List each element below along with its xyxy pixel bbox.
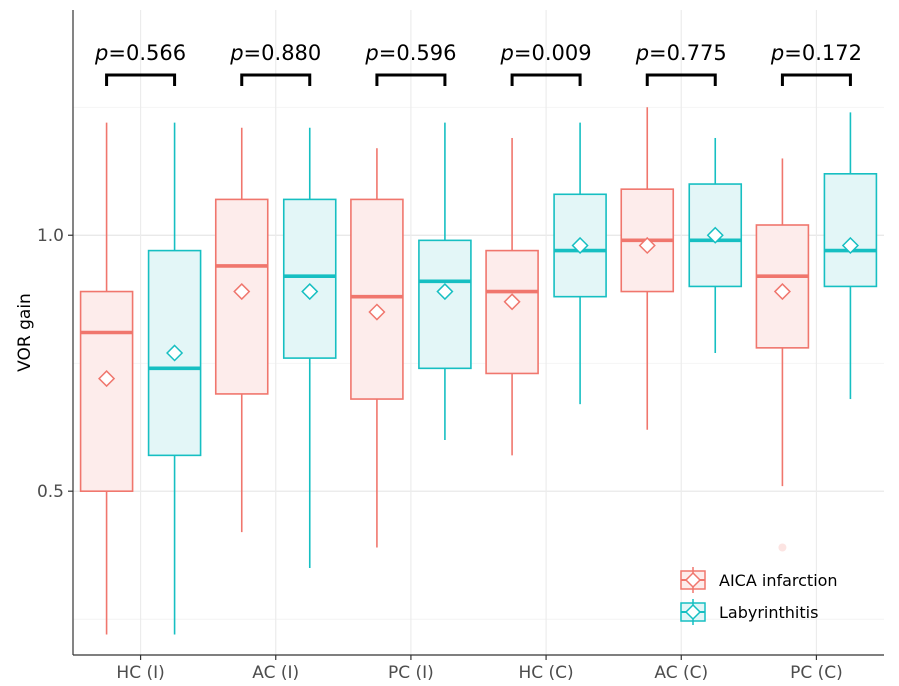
box-group xyxy=(282,127,337,568)
p-value-label: p=0.596 xyxy=(364,41,456,65)
mean-marker xyxy=(368,303,386,321)
box-group xyxy=(755,158,810,552)
x-tick-label: HC (I) xyxy=(116,663,164,683)
box-group xyxy=(688,137,743,353)
p-value-bracket xyxy=(105,73,177,86)
p-value-symbol: p xyxy=(635,41,649,65)
box xyxy=(485,249,539,375)
mean-marker xyxy=(166,344,184,362)
box xyxy=(350,198,404,400)
p-value-label: p=0.566 xyxy=(94,41,186,65)
p-value-label: p=0.775 xyxy=(635,41,727,65)
p-value-symbol: p xyxy=(364,41,378,65)
outlier-point xyxy=(778,543,787,552)
p-value-symbol: p xyxy=(94,41,108,65)
p-value-equals: = xyxy=(784,41,802,65)
y-tick-label: 0.5 xyxy=(37,482,64,502)
mean-marker xyxy=(706,226,724,244)
box xyxy=(79,290,134,492)
legend-key-mean xyxy=(684,603,702,621)
box-group xyxy=(553,122,607,405)
p-value-symbol: p xyxy=(770,41,784,65)
box xyxy=(823,173,878,288)
x-tick-label: AC (I) xyxy=(252,663,299,683)
mean-marker xyxy=(98,370,116,388)
x-tick-label: HC (C) xyxy=(518,663,573,683)
legend-label: AICA infarction xyxy=(719,571,838,590)
p-value-label: p=0.880 xyxy=(229,41,321,65)
legend: AICA infarction Labyrinthitis xyxy=(680,567,838,625)
mean-marker xyxy=(436,282,454,301)
p-value-equals: = xyxy=(649,41,667,65)
mean-marker xyxy=(841,236,859,255)
x-tick-label: PC (C) xyxy=(790,663,843,683)
p-value-number: 0.172 xyxy=(802,41,862,65)
mean-marker xyxy=(571,236,589,255)
p-value-bracket xyxy=(375,73,447,86)
mean-marker xyxy=(638,236,656,255)
grid xyxy=(73,10,884,655)
legend-key-mean xyxy=(684,571,702,589)
box-group xyxy=(79,122,134,635)
p-value-label: p=0.172 xyxy=(770,41,862,65)
p-value-label: p=0.009 xyxy=(500,41,592,65)
p-value-equals: = xyxy=(514,41,532,65)
p-value-brackets: p=0.566 p=0.880 p=0.596 p=0.009 p=0.775 p=0.1… xyxy=(94,41,862,86)
p-value-bracket xyxy=(780,73,852,86)
x-tick-label: AC (C) xyxy=(654,663,708,683)
box-group xyxy=(418,122,472,440)
p-value-number: 0.596 xyxy=(396,41,456,65)
box-group xyxy=(823,112,878,400)
mean-marker xyxy=(503,293,521,311)
mean-marker xyxy=(233,282,251,301)
p-value-equals: = xyxy=(379,41,397,65)
box-group xyxy=(620,107,675,430)
x-tick-label: PC (I) xyxy=(388,663,434,683)
p-value-equals: = xyxy=(108,41,126,65)
p-value-bracket xyxy=(645,73,717,86)
p-value-number: 0.880 xyxy=(261,41,321,65)
box xyxy=(282,198,337,359)
p-value-number: 0.009 xyxy=(531,41,591,65)
p-value-equals: = xyxy=(244,41,262,65)
p-value-symbol: p xyxy=(500,41,514,65)
box-group xyxy=(147,122,202,635)
legend-item: Labyrinthitis xyxy=(680,599,818,625)
box xyxy=(418,239,472,370)
y-tick-label: 1.0 xyxy=(37,226,64,246)
p-value-number: 0.566 xyxy=(126,41,186,65)
boxes xyxy=(79,107,878,635)
axes: 0.5 1.0 HC (I) AC (I) PC (I) HC (C) AC (C) PC (… xyxy=(37,10,884,683)
p-value-bracket xyxy=(240,73,312,86)
mean-marker xyxy=(301,282,319,301)
box-group xyxy=(214,127,269,533)
y-axis-title: VOR gain xyxy=(15,293,35,372)
box-group xyxy=(350,148,404,548)
p-value-number: 0.775 xyxy=(667,41,727,65)
p-value-bracket xyxy=(510,73,582,86)
legend-label: Labyrinthitis xyxy=(719,603,818,622)
box-group xyxy=(485,137,539,456)
legend-item: AICA infarction xyxy=(680,567,838,593)
p-value-symbol: p xyxy=(229,41,243,65)
mean-marker xyxy=(773,282,791,301)
